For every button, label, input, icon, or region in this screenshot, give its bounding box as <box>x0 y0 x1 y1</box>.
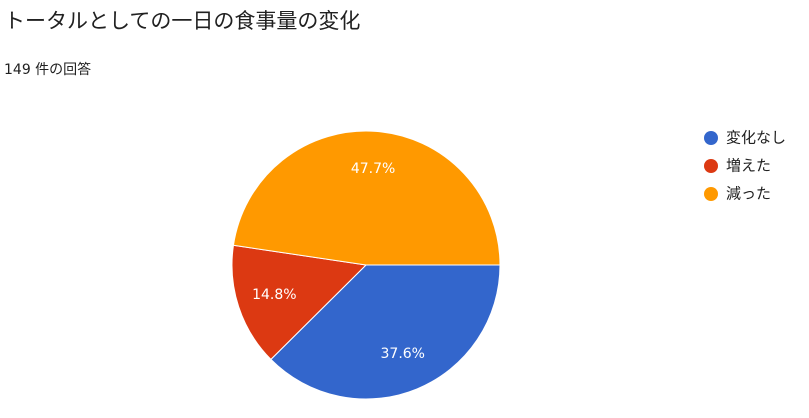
legend-label: 変化なし <box>726 129 786 147</box>
data-label: 14.8% <box>252 287 296 303</box>
pie-slice <box>231 244 368 361</box>
data-label: 37.6% <box>381 346 425 362</box>
pie-slice <box>270 264 501 400</box>
data-label: 47.7% <box>351 161 395 177</box>
legend-marker <box>704 187 718 201</box>
chart-subtitle: 149 件の回答 <box>4 61 91 78</box>
legend-marker <box>704 159 718 173</box>
chart-title: トータルとしての一日の食事量の変化 <box>4 9 360 33</box>
pie-slice <box>232 130 501 266</box>
legend-label: 増えた <box>726 157 771 175</box>
legend-marker <box>704 131 718 145</box>
legend-label: 減った <box>726 185 771 203</box>
